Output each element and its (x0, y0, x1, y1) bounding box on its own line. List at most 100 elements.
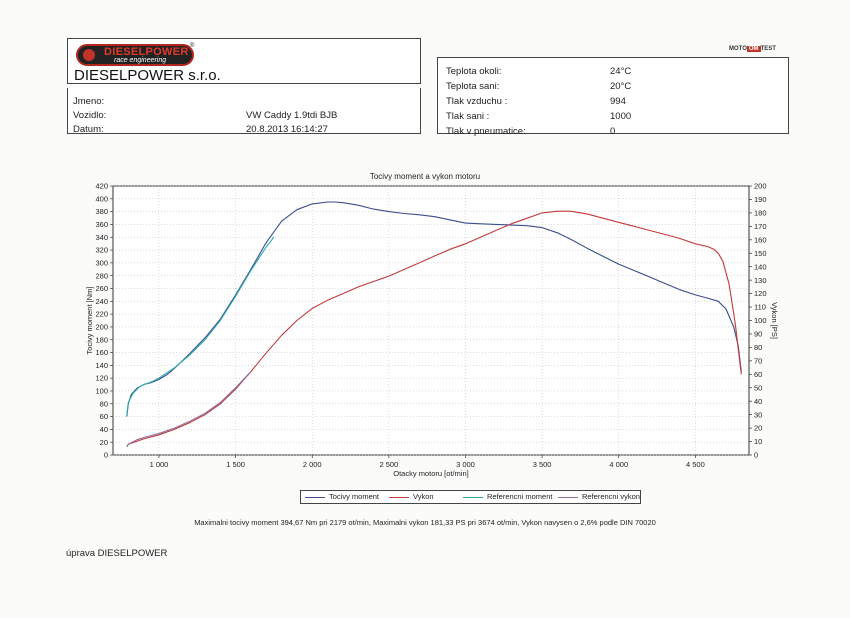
y2-tick-label: 110 (754, 303, 766, 312)
intake-pressure-label: Tlak sani : (446, 111, 490, 122)
y2-tick-label: 180 (754, 209, 767, 218)
x-axis-title: Otacky motoru [ot/min] (393, 469, 468, 478)
intake-temp-value: 20°C (610, 81, 632, 92)
y-tick-label: 140 (95, 361, 108, 370)
y2-tick-label: 140 (754, 262, 767, 271)
legend-swatch-ref-power (558, 496, 578, 498)
legend-swatch-ref-torque (463, 496, 483, 498)
y2-tick-label: 70 (754, 356, 762, 365)
company-name: DIESELPOWER s.r.o. (74, 67, 221, 84)
y-tick-label: 160 (95, 348, 108, 357)
y-tick-label: 40 (100, 425, 108, 434)
motortest-logo: MOTO OM TEST (729, 46, 779, 56)
intake-temp-label: Teplota sani: (446, 81, 500, 92)
x-tick-label: 1 000 (150, 460, 169, 469)
x-tick-label: 3 000 (456, 460, 475, 469)
logo-tagline: race engineering (114, 57, 167, 64)
y-tick-label: 0 (104, 451, 108, 460)
name-label: Jmeno: (73, 96, 105, 107)
y-tick-label: 180 (95, 335, 108, 344)
date-value: 20.8.2013 16:14:27 (246, 124, 328, 135)
y-tick-label: 280 (95, 271, 108, 280)
plot-area (112, 185, 750, 456)
vehicle-info: Jmeno: Vozidlo: VW Caddy 1.9tdi BJB Datu… (67, 88, 421, 135)
y-tick-label: 240 (95, 297, 108, 306)
y2-tick-label: 200 (754, 182, 767, 191)
y-tick-label: 60 (100, 412, 108, 421)
y-tick-label: 400 (95, 194, 108, 203)
y-tick-label: 260 (95, 284, 108, 293)
y2-tick-label: 10 (754, 437, 762, 446)
series-ref-power-line (126, 371, 252, 448)
y-tick-label: 300 (95, 258, 108, 267)
y-tick-label: 360 (95, 220, 108, 229)
test-conditions: Teplota okoli: 24°C Teplota sani: 20°C T… (437, 57, 789, 137)
vehicle-label: Vozidlo: (73, 110, 107, 121)
y-tick-label: 120 (95, 374, 108, 383)
legend-label-ref-power: Referencni vykon (582, 492, 640, 501)
conditions-top-border (438, 57, 788, 58)
y-tick-label: 200 (95, 323, 108, 332)
air-pressure-value: 994 (610, 96, 626, 107)
y2-tick-label: 50 (754, 383, 762, 392)
x-tick-label: 1 500 (226, 460, 245, 469)
y-tick-label: 100 (95, 387, 108, 396)
y2-tick-label: 40 (754, 397, 762, 406)
y2-tick-label: 150 (754, 249, 767, 258)
legend-item-power: Vykon (389, 492, 434, 501)
motortest-post: TEST (760, 46, 776, 52)
chart-title: Tocivy moment a vykon motoru (369, 172, 481, 181)
ambient-temp-label: Teplota okoli: (446, 66, 502, 77)
legend-label-power: Vykon (413, 492, 434, 501)
y2-tick-label: 90 (754, 330, 762, 339)
x-tick-label: 4 000 (609, 460, 628, 469)
dieselpower-logo: DIESELPOWER race engineering (76, 44, 194, 66)
y2-tick-label: 170 (754, 222, 767, 231)
y2-tick-label: 60 (754, 370, 762, 379)
y2-tick-label: 100 (754, 316, 767, 325)
chart-legend: Tocivy moment Vykon Referencni moment Re… (300, 490, 641, 504)
y2-tick-label: 80 (754, 343, 762, 352)
tire-pressure-value: 0 (610, 126, 616, 137)
y2-axis-title: Vykon [PS] (770, 302, 779, 339)
y-tick-label: 380 (95, 207, 108, 216)
series-power-line (126, 210, 742, 448)
motortest-om: OM (746, 46, 761, 52)
company-header: DIESELPOWER race engineering ® DIESELPOW… (67, 38, 421, 84)
registered-mark: ® (190, 43, 195, 49)
x-tick-label: 2 000 (303, 460, 322, 469)
footer-note: úprava DIESELPOWER (66, 548, 168, 559)
y2-tick-label: 120 (754, 289, 767, 298)
vehicle-value: VW Caddy 1.9tdi BJB (246, 110, 338, 121)
motortest-pre: MOTO (729, 46, 747, 52)
legend-label-torque: Tocivy moment (329, 492, 380, 501)
air-pressure-label: Tlak vzduchu : (446, 96, 508, 107)
ambient-temp-value: 24°C (610, 66, 632, 77)
logo-emblem-icon (83, 49, 95, 61)
y2-tick-label: 190 (754, 195, 767, 204)
y-tick-label: 220 (95, 310, 108, 319)
legend-swatch-torque (305, 496, 325, 498)
series-ref-torque-line (126, 236, 275, 416)
legend-item-ref-power: Referencni vykon (558, 492, 640, 501)
y-axis-title: Tocivy moment [Nm] (85, 287, 94, 355)
y2-tick-label: 160 (754, 235, 767, 244)
y-tick-label: 20 (100, 438, 108, 447)
max-values-summary: Maximalni tocivy moment 394,67 Nm pri 21… (194, 518, 656, 527)
legend-item-ref-torque: Referencni moment (463, 492, 552, 501)
tire-pressure-label: Tlak v pneumatice: (446, 126, 526, 137)
y-tick-label: 340 (95, 233, 108, 242)
legend-label-ref-torque: Referencni moment (487, 492, 553, 501)
y-tick-label: 80 (100, 399, 108, 408)
y2-tick-label: 20 (754, 424, 762, 433)
y2-tick-label: 30 (754, 410, 762, 419)
y-tick-label: 420 (95, 182, 108, 191)
y2-tick-label: 130 (754, 276, 767, 285)
x-tick-label: 2 500 (379, 460, 398, 469)
legend-item-torque: Tocivy moment (305, 492, 379, 501)
legend-swatch-power (389, 496, 409, 498)
intake-pressure-value: 1000 (610, 111, 632, 122)
x-tick-label: 3 500 (533, 460, 552, 469)
y2-tick-label: 0 (754, 451, 758, 460)
